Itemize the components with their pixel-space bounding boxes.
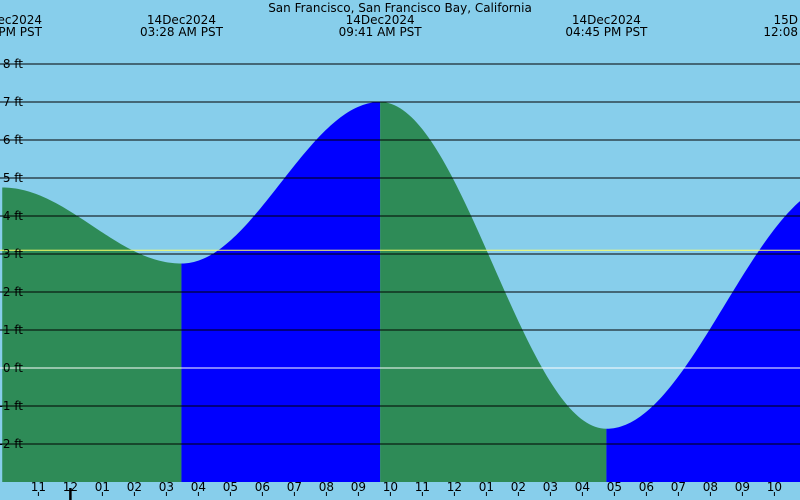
x-tick-label: 01 bbox=[479, 480, 494, 494]
y-tick-label: 1 ft bbox=[3, 323, 23, 337]
extreme-date-label: 15D bbox=[773, 13, 798, 27]
extreme-time-label: 04:45 PM PST bbox=[565, 25, 648, 39]
x-tick-label: 05 bbox=[223, 480, 238, 494]
y-axis-labels: 8 ft 7 ft 6 ft 5 ft 4 ft 3 ft 2 ft 1 ft 0 ft -1 f… bbox=[0, 57, 23, 451]
x-tick-label: 05 bbox=[607, 480, 622, 494]
x-tick-label: 06 bbox=[639, 480, 654, 494]
extreme-date-label: ec2024 bbox=[0, 13, 42, 27]
x-tick-label: 09 bbox=[351, 480, 366, 494]
extreme-time-label: 12:08 bbox=[763, 25, 798, 39]
extreme-date-label: 14Dec2024 bbox=[572, 13, 641, 27]
x-tick-label: 01 bbox=[95, 480, 110, 494]
x-tick-label: 12 bbox=[63, 480, 78, 494]
falling-tide-segment bbox=[2, 187, 182, 482]
y-tick-label: 7 ft bbox=[3, 95, 23, 109]
y-tick-label: 0 ft bbox=[3, 361, 23, 375]
extreme-date-label: 14Dec2024 bbox=[346, 13, 415, 27]
extreme-date-label: 14Dec2024 bbox=[147, 13, 216, 27]
y-tick-label: -2 ft bbox=[0, 437, 23, 451]
rising-tide-segment bbox=[606, 201, 800, 482]
hour-axis: 11 12 01 02 03 04 05 06 07 08 09 10 11 12 01 02 03 04 05 06… bbox=[31, 480, 782, 500]
extreme-time-label: PM PST bbox=[0, 25, 43, 39]
x-tick-label: 04 bbox=[191, 480, 206, 494]
x-tick-label: 09 bbox=[735, 480, 750, 494]
y-tick-label: 3 ft bbox=[3, 247, 23, 261]
extreme-time-label: 03:28 AM PST bbox=[140, 25, 224, 39]
x-tick-label: 03 bbox=[543, 480, 558, 494]
x-tick-label: 07 bbox=[671, 480, 686, 494]
y-tick-label: 5 ft bbox=[3, 171, 23, 185]
y-tick-label: 2 ft bbox=[3, 285, 23, 299]
x-tick-label: 11 bbox=[415, 480, 430, 494]
x-tick-label: 08 bbox=[319, 480, 334, 494]
height-gridlines bbox=[0, 63, 800, 445]
chart-title: San Francisco, San Francisco Bay, Califo… bbox=[268, 1, 532, 15]
x-tick-label: 03 bbox=[159, 480, 174, 494]
y-tick-label: 6 ft bbox=[3, 133, 23, 147]
x-tick-label: 11 bbox=[31, 480, 46, 494]
x-tick-label: 02 bbox=[511, 480, 526, 494]
y-tick-label: 8 ft bbox=[3, 57, 23, 71]
y-tick-label: -1 ft bbox=[0, 399, 23, 413]
extreme-time-label: 09:41 AM PST bbox=[339, 25, 423, 39]
x-tick-label: 06 bbox=[255, 480, 270, 494]
x-tick-label: 04 bbox=[575, 480, 590, 494]
x-tick-label: 08 bbox=[703, 480, 718, 494]
x-tick-label: 07 bbox=[287, 480, 302, 494]
y-tick-label: 4 ft bbox=[3, 209, 23, 223]
x-tick-label: 02 bbox=[127, 480, 142, 494]
x-tick-label: 10 bbox=[767, 480, 782, 494]
x-tick-label: 12 bbox=[447, 480, 462, 494]
x-tick-label: 10 bbox=[383, 480, 398, 494]
